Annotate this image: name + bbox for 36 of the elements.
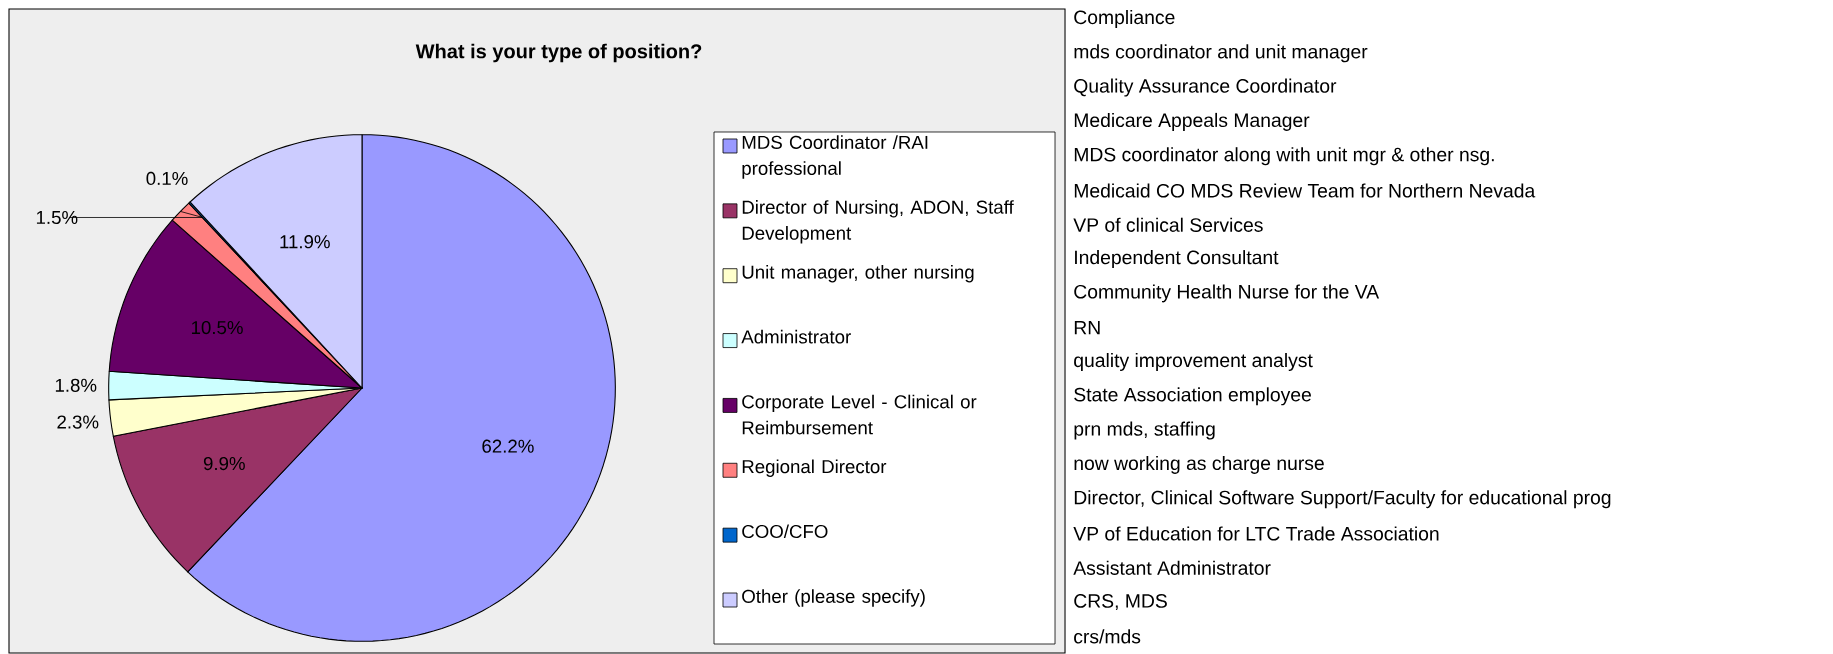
legend-label: Other (please specify) (742, 589, 925, 607)
data-label: 1.8% (55, 378, 97, 392)
legend-label: Unit manager, other nursing (742, 264, 974, 283)
text: State Association employee (1074, 387, 1311, 406)
text: quality improvement analyst (1074, 352, 1313, 372)
data-label: 0.1% (146, 171, 188, 186)
chart-title: What is your type of position? (415, 43, 702, 63)
text: VP of clinical Services (1073, 217, 1263, 232)
data-label: 9.9% (203, 456, 245, 471)
text: Medicare Appeals Manager (1074, 112, 1310, 131)
text: Compliance (1074, 9, 1175, 29)
data-label: 10.5% (191, 320, 243, 335)
text: RN (1074, 321, 1100, 335)
text: now working as charge nurse (1074, 455, 1324, 474)
legend-label: Administrator (741, 329, 851, 344)
legend-label: Director of Nursing, ADON, Staff Development (742, 200, 1014, 244)
text: mds coordinator and unit manager (1074, 44, 1368, 63)
text: Medicaid CO MDS Review Team for Northern Nevada (1074, 183, 1536, 198)
legend-label: MDS Coordinator /RAI professional (742, 135, 928, 179)
text: Community Health Nurse for the VA (1074, 284, 1380, 303)
legend-label: COO/CFO (742, 524, 828, 539)
data-label: 2.3% (57, 415, 99, 429)
text: MDS coordinator along with unit mgr & other nsg. (1074, 147, 1494, 166)
text: VP of Education for LTC Trade Association (1073, 526, 1439, 541)
data-label: 11.9% (280, 235, 330, 249)
legend-label: Corporate Level - Clinical or Reimbursement (742, 394, 977, 435)
data-label: 62.2% (482, 439, 534, 453)
text: Quality Assurance Coordinator (1074, 78, 1337, 97)
legend-label: Regional Director (742, 459, 887, 477)
text: prn mds, staffing (1074, 421, 1215, 440)
text: Director, Clinical Software Support/Faculty for educational prog (1074, 490, 1611, 509)
text: Assistant Administrator (1073, 560, 1271, 575)
text: CRS, MDS (1074, 594, 1167, 611)
text: crs/mds (1074, 629, 1141, 644)
text: Independent Consultant (1075, 250, 1279, 269)
data-label: 1.5% (36, 210, 78, 225)
